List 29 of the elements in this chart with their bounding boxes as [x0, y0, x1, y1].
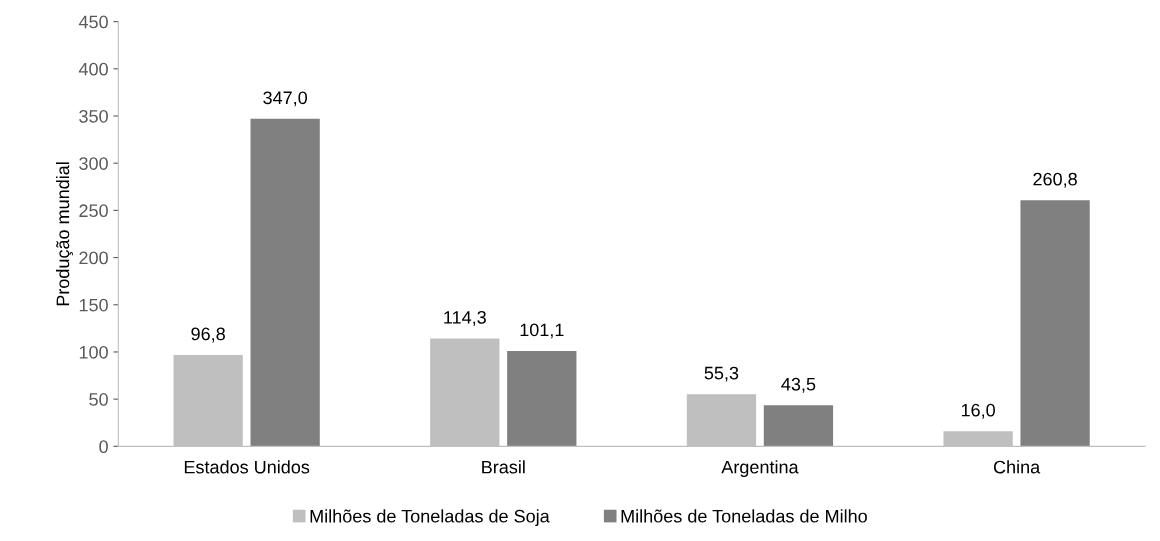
- y-tick-label: 200: [79, 251, 108, 265]
- y-axis-title: Produção mundial: [56, 162, 73, 306]
- bar: [763, 405, 834, 447]
- y-tick-label: 350: [79, 109, 108, 123]
- y-tick-label: 100: [79, 345, 108, 359]
- legend-label: Milhões de Toneladas de Soja: [310, 509, 550, 527]
- data-label: 55,3: [704, 366, 739, 382]
- data-label: 101,1: [520, 323, 564, 339]
- y-tick-label: 50: [89, 393, 108, 406]
- bar: [250, 118, 320, 447]
- x-tick-label: Estados Unidos: [184, 460, 310, 474]
- data-label: 43,5: [781, 377, 816, 393]
- data-label: 16,0: [961, 403, 995, 419]
- y-tick-label: 0: [99, 440, 108, 454]
- x-tick-label: China: [993, 460, 1041, 474]
- bar: [1020, 200, 1090, 447]
- x-tick-label: Brasil: [482, 460, 525, 474]
- bar: [507, 350, 577, 447]
- y-tick-label: 400: [78, 62, 108, 76]
- y-tick-label: 450: [78, 15, 108, 29]
- y-tick-label: 300: [79, 157, 108, 170]
- data-label: 260,8: [1033, 172, 1077, 188]
- data-label: 347,0: [263, 91, 308, 107]
- y-tick-label: 250: [79, 204, 108, 218]
- data-label: 114,3: [444, 310, 486, 326]
- x-tick-label: Argentina: [721, 460, 799, 478]
- y-tick-label: 150: [79, 298, 108, 312]
- legend-label: Milhões de Toneladas de Milho: [621, 509, 867, 523]
- data-label: 96,8: [191, 327, 225, 343]
